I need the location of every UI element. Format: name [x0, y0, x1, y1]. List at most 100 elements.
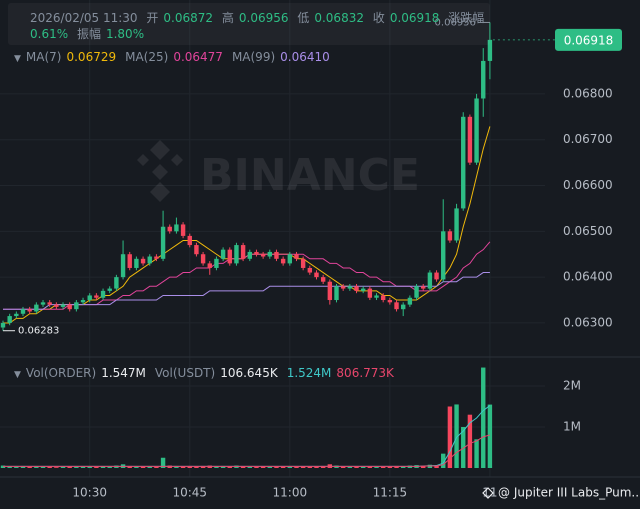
candle-body [394, 302, 399, 310]
volume-bar [354, 466, 359, 468]
legend-name: MA(25) [125, 50, 169, 64]
y-tick-label: 0.06500 [563, 224, 613, 238]
volume-bar [174, 465, 179, 468]
ma-line [3, 405, 491, 467]
candle-body [20, 309, 26, 314]
volume-bar [487, 404, 493, 468]
candle-body [260, 254, 266, 257]
volume-bar [360, 466, 366, 468]
volume-bar [447, 406, 453, 468]
volume-bar [240, 466, 246, 468]
stat-value: 0.06918 [389, 11, 440, 25]
candle-body [167, 226, 172, 232]
candle-body [374, 295, 379, 298]
volume-bar [260, 466, 266, 468]
candle-body [427, 272, 433, 289]
volume-bar [94, 466, 99, 468]
x-tick-label: 11 [482, 486, 497, 500]
stat-label: 低 [297, 11, 310, 25]
candle-body [487, 39, 493, 61]
candle-body [474, 98, 479, 163]
y-tick-label: 0.06800 [563, 86, 613, 100]
collapse-icon[interactable]: ▼ [14, 370, 21, 380]
candle-body [134, 258, 139, 268]
candle-body [340, 286, 346, 289]
candle-body [147, 256, 152, 264]
stat-label: 高 [221, 11, 234, 25]
candle-body [280, 258, 286, 264]
volume-bar [20, 465, 26, 468]
volume-bar [40, 466, 46, 468]
datetime: 2026/02/05 11:30 [30, 11, 138, 25]
ohlc-header [8, 3, 490, 45]
volume-bar [27, 466, 32, 468]
candle-body [481, 60, 486, 99]
stat-value: 0.61% [30, 27, 69, 41]
stat-label: 涨跌幅 [448, 11, 485, 25]
legend-value: 1.524M [286, 366, 332, 380]
candle-body [367, 288, 373, 298]
legend-value: 0.06729 [66, 50, 117, 64]
volume-bar [220, 465, 226, 468]
candle-body [180, 224, 186, 236]
candle-body [120, 254, 126, 278]
legend-value: 0.06477 [173, 50, 223, 64]
volume-bar [387, 466, 393, 468]
candle-body [401, 304, 406, 310]
volume-bar [474, 439, 479, 468]
x-tick-label: 11:00 [273, 486, 308, 500]
legend-name: Vol(ORDER) [25, 366, 97, 380]
volume-bar [227, 466, 232, 468]
volume-bar [80, 466, 86, 468]
candle-body [100, 290, 106, 298]
candle-body [60, 304, 66, 307]
candle-body [74, 302, 79, 310]
candle-body [87, 295, 92, 301]
candle-body [320, 277, 326, 282]
candle-body [27, 309, 32, 312]
candle-body [114, 277, 119, 289]
candle-body [334, 286, 339, 301]
last-price-tag [555, 28, 622, 51]
candle-body [287, 254, 293, 264]
stat-value: 0.06956 [238, 11, 289, 25]
volume-bar [67, 466, 72, 468]
candle-body [107, 288, 112, 291]
candle-body [300, 258, 306, 268]
volume-bar [47, 466, 52, 468]
y-tick-label: 2M [563, 379, 581, 393]
candle-body [240, 245, 246, 259]
stat-label: 开 [146, 11, 159, 25]
watermark-logo [137, 140, 183, 202]
stat-value: 0.06872 [163, 11, 214, 25]
volume-bar [380, 466, 386, 468]
candle-body [234, 245, 239, 264]
volume-bar [300, 466, 306, 468]
volume-bar [461, 427, 466, 468]
y-tick-label: 0.06300 [563, 315, 613, 329]
candle-body [421, 286, 426, 289]
x-tick-label: 11:15 [373, 486, 408, 500]
credit: @ Jupiter III Labs_Pum... [482, 486, 640, 500]
collapse-icon[interactable]: ▼ [14, 54, 21, 64]
legend-name: MA(99) [231, 50, 276, 64]
candle-body [67, 304, 72, 310]
candle-body [347, 286, 353, 289]
volume-bar [54, 467, 59, 468]
candle-body [40, 302, 46, 305]
volume-bar [267, 466, 272, 468]
candle-body [174, 224, 179, 232]
candle-body [47, 302, 52, 305]
candle-body [220, 249, 226, 259]
volume-bar [34, 466, 39, 468]
candle-body [434, 272, 439, 280]
candle-body [154, 256, 159, 259]
candle-body [207, 263, 212, 268]
candle-body [447, 231, 453, 241]
candle-body [407, 297, 413, 305]
candle-body [187, 235, 192, 246]
volume-bar [454, 404, 459, 468]
legend-name: MA(7) [25, 50, 62, 64]
